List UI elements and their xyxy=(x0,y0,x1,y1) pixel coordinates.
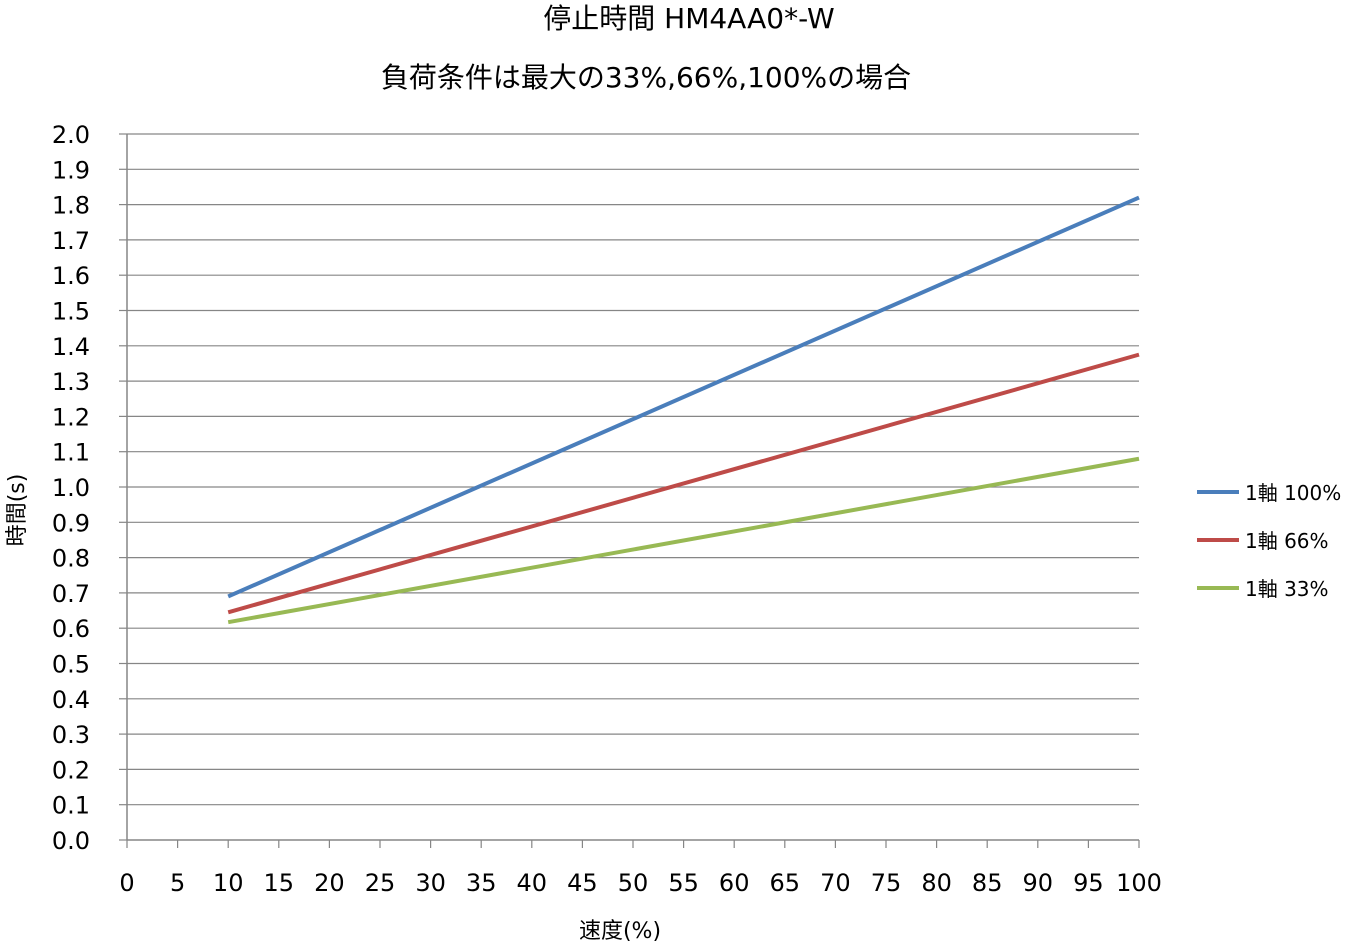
y-tick-label: 0.9 xyxy=(52,509,90,537)
y-tick-label: 2.0 xyxy=(52,121,90,149)
y-axis-ticks: 0.0 0.1 0.2 0.3 0.4 0.5 0.6 0.7 0.8 0.9 1.0 1.1 1.2 1… xyxy=(52,121,127,855)
chart-subtitle: 負荷条件は最大の33%,66%,100%の場合 xyxy=(381,61,911,94)
x-tick-label: 25 xyxy=(365,869,396,897)
x-tick-label: 20 xyxy=(314,869,345,897)
x-tick-label: 85 xyxy=(972,869,1003,897)
series-line xyxy=(227,195,1140,599)
x-tick-label: 30 xyxy=(415,869,446,897)
series-line xyxy=(227,352,1140,615)
y-tick-label: 1.0 xyxy=(52,474,90,502)
x-tick-label: 65 xyxy=(770,869,801,897)
y-tick-label: 1.3 xyxy=(52,368,90,396)
series-lines xyxy=(227,195,1140,625)
x-tick-label: 80 xyxy=(921,869,952,897)
y-tick-label: 0.5 xyxy=(52,651,90,679)
legend-label: 1軸 33% xyxy=(1245,577,1329,601)
x-tick-label: 95 xyxy=(1073,869,1104,897)
y-tick-label: 0.0 xyxy=(52,827,90,855)
y-tick-label: 1.2 xyxy=(52,403,90,431)
series-line xyxy=(227,456,1140,625)
legend-label: 1軸 66% xyxy=(1245,529,1329,553)
x-tick-label: 90 xyxy=(1023,869,1054,897)
y-tick-label: 0.1 xyxy=(52,792,90,820)
y-tick-label: 1.8 xyxy=(52,192,90,220)
y-tick-label: 1.1 xyxy=(52,439,90,467)
y-axis-label: 時間(s) xyxy=(5,474,30,547)
y-tick-label: 0.4 xyxy=(52,686,90,714)
y-tick-label: 1.4 xyxy=(52,333,90,361)
x-tick-label: 15 xyxy=(264,869,295,897)
x-tick-label: 0 xyxy=(119,869,134,897)
legend: 1軸 100% 1軸 66% 1軸 33% xyxy=(1197,481,1341,601)
y-tick-label: 0.6 xyxy=(52,615,90,643)
legend-label: 1軸 100% xyxy=(1245,481,1341,505)
y-tick-label: 0.3 xyxy=(52,721,90,749)
x-tick-label: 5 xyxy=(170,869,185,897)
x-tick-label: 70 xyxy=(820,869,851,897)
y-tick-label: 1.7 xyxy=(52,227,90,255)
x-tick-label: 75 xyxy=(871,869,902,897)
x-axis-label: 速度(%) xyxy=(579,919,661,943)
y-tick-label: 0.7 xyxy=(52,580,90,608)
y-tick-label: 0.8 xyxy=(52,545,90,573)
x-tick-label: 100 xyxy=(1116,869,1162,897)
x-axis-ticks: 0 5 10 15 20 25 30 35 40 45 50 55 60 65 70 75 80 85 90 95 10… xyxy=(119,840,1162,897)
y-tick-label: 0.2 xyxy=(52,756,90,784)
y-tick-label: 1.9 xyxy=(52,156,90,184)
x-tick-label: 40 xyxy=(517,869,548,897)
x-tick-label: 50 xyxy=(618,869,649,897)
gridlines xyxy=(127,133,1139,806)
x-tick-label: 45 xyxy=(567,869,598,897)
y-tick-label: 1.6 xyxy=(52,262,90,290)
x-tick-label: 55 xyxy=(668,869,699,897)
x-tick-label: 35 xyxy=(466,869,497,897)
chart-title: 停止時間 HM4AA0*-W xyxy=(543,2,835,35)
x-tick-label: 60 xyxy=(719,869,750,897)
y-tick-label: 1.5 xyxy=(52,298,90,326)
x-tick-label: 10 xyxy=(213,869,244,897)
